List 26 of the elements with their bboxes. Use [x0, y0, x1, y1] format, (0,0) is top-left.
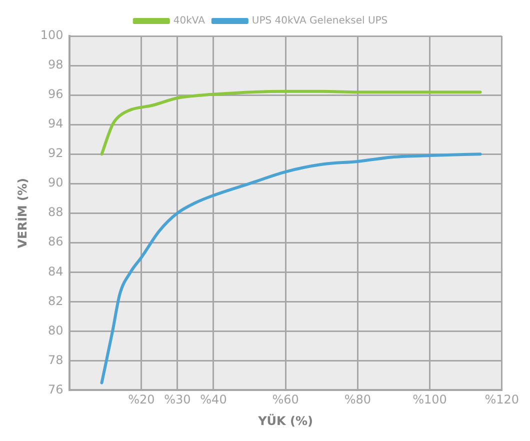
y-tick-label: 100: [40, 28, 64, 42]
y-axis-title: VERİM (%): [14, 178, 30, 248]
x-tick-label: %40: [200, 392, 227, 407]
y-tick-label: 78: [48, 352, 64, 367]
x-axis-title: YÜK (%): [257, 412, 314, 428]
legend-label: UPS 40kVA Geleneksel UPS: [252, 16, 388, 27]
y-tick-label: 90: [48, 176, 64, 190]
x-tick-label: %80: [344, 392, 371, 407]
y-tick-label: 98: [48, 58, 64, 72]
x-tick-label: %120: [484, 392, 520, 407]
x-tick-label: %30: [164, 392, 191, 407]
legend-label: 40kVA: [173, 16, 206, 27]
x-tick-label: %20: [128, 392, 155, 407]
y-tick-label: 92: [48, 146, 64, 160]
y-tick-label: 84: [48, 264, 64, 278]
x-tick-label: %100: [412, 392, 447, 407]
line-series: [100, 152, 482, 384]
y-tick-label: 94: [48, 116, 64, 131]
y-tick-label: 76: [48, 382, 64, 396]
y-tick-label: 88: [48, 205, 64, 220]
y-tick-label: 80: [48, 323, 64, 338]
y-tick-label: 86: [48, 234, 64, 249]
line-series: [100, 90, 482, 156]
x-tick-label: %60: [272, 392, 299, 407]
y-tick-label: 96: [48, 87, 64, 102]
y-tick-label: 82: [48, 294, 64, 308]
